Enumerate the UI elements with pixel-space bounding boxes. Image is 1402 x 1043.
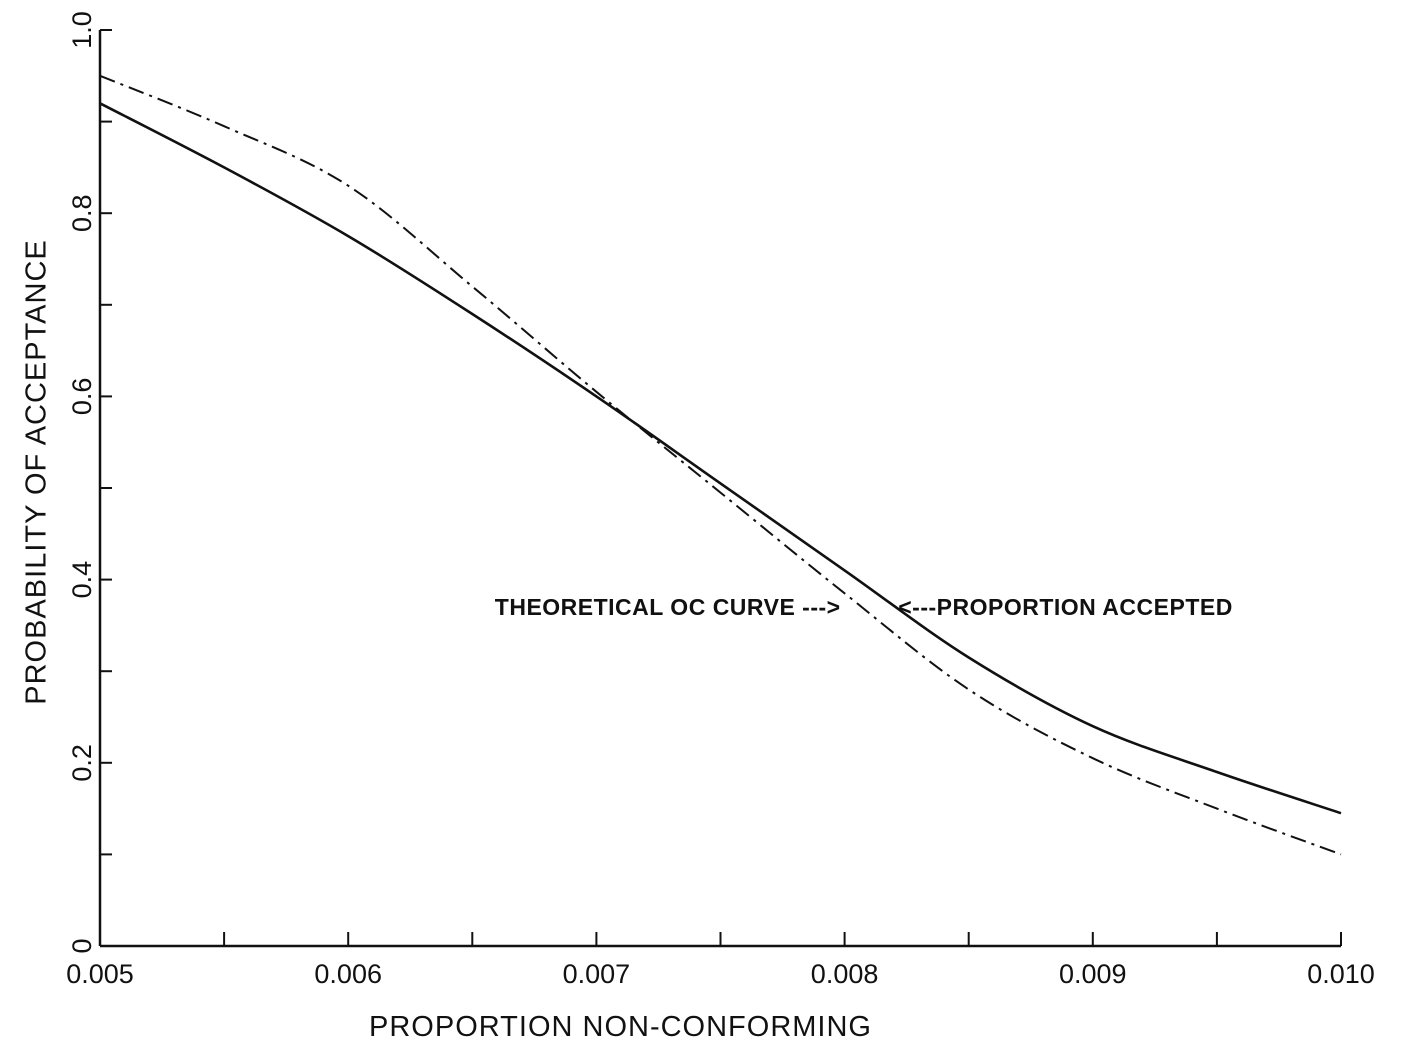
x-axis-title: PROPORTION NON-CONFORMING (369, 1011, 872, 1043)
x-tick-label-0: 0.005 (66, 959, 134, 989)
x-tick-label-2: 0.007 (563, 959, 631, 989)
x-tick-label-4: 0.009 (1059, 959, 1127, 989)
axes (98, 30, 1341, 948)
annotation-proportion-accepted: <---PROPORTION ACCEPTED (898, 594, 1233, 620)
series-layer (99, 74, 1342, 856)
axis-titles: PROPORTION NON-CONFORMING PROBABILITY OF… (21, 239, 872, 1043)
x-tick-label-5: 0.010 (1307, 959, 1375, 989)
y-tick-label-2: 0.4 (67, 561, 97, 599)
annotation-theoretical-oc-curve: THEORETICAL OC CURVE ---> (495, 594, 841, 620)
ticks: 0.005 0.006 0.007 0.008 0.009 0.010 0 0.2 0.4 0.6… (66, 11, 1375, 989)
x-tick-label-3: 0.008 (811, 959, 879, 989)
theoretical-oc-curve (99, 74, 1342, 856)
y-tick-label-5: 1.0 (67, 11, 97, 49)
y-tick-label-3: 0.6 (67, 378, 97, 416)
x-tick-label-1: 0.006 (314, 959, 382, 989)
y-tick-label-4: 0.8 (67, 194, 97, 232)
y-tick-label-1: 0.2 (67, 744, 97, 782)
y-tick-label-0: 0 (67, 938, 97, 953)
annotation-layer: THEORETICAL OC CURVE ---> <---PROPORTION … (495, 594, 1233, 620)
y-axis-title: PROBABILITY OF ACCEPTANCE (21, 239, 53, 704)
proportion-accepted-curve (99, 102, 1342, 815)
